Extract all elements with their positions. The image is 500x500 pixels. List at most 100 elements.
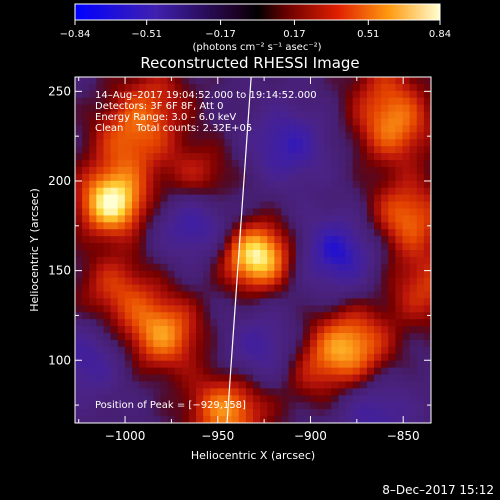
heatmap-cell [345,333,354,341]
heatmap-cell [188,77,197,85]
heatmap-cell [402,222,411,230]
heatmap-cell [196,77,204,85]
heatmap-cell [117,388,126,396]
heatmap-cell [117,367,126,376]
heatmap-cell [366,256,375,265]
heatmap-cell [338,333,347,341]
heatmap-cell [288,201,297,210]
heatmap-cell [117,187,126,196]
heatmap-cell [110,291,119,300]
heatmap-image [75,77,431,423]
heatmap-cell [423,77,431,85]
heatmap-cell [203,125,211,133]
heatmap-cell [153,153,162,161]
heatmap-cell [82,270,90,279]
heatmap-cell [281,125,290,133]
heatmap-cell [217,83,226,92]
heatmap-cell [309,388,318,396]
heatmap-cell [245,263,254,272]
heatmap-cell [146,90,154,99]
heatmap-cell [96,139,105,147]
heatmap-cell [153,395,162,403]
heatmap-cell [317,409,325,417]
heatmap-cell [352,90,361,99]
heatmap-cell [196,381,204,389]
heatmap-cell [253,305,261,313]
heatmap-cell [260,97,268,106]
heatmap-cell [331,97,340,106]
heatmap-cell [374,360,382,369]
heatmap-cell [146,381,154,389]
heatmap-cell [131,166,140,175]
heatmap-cell [288,243,297,251]
heatmap-cell [117,229,126,237]
heatmap-cell [423,277,431,286]
heatmap-cell [181,215,190,223]
heatmap-cell [295,416,304,423]
heatmap-cell [131,125,140,133]
heatmap-cell [160,118,169,127]
heatmap-cell [302,90,311,99]
heatmap-cell [181,291,190,300]
heatmap-cell [302,125,311,133]
heatmap-cell [381,125,389,133]
heatmap-cell [238,90,247,99]
heatmap-cell [352,215,361,223]
heatmap-cell [160,90,169,99]
heatmap-cell [117,346,126,355]
heatmap-cell [388,374,396,383]
heatmap-cell [302,388,311,396]
heatmap-cell [267,125,275,133]
heatmap-cell [188,360,197,369]
heatmap-cell [217,166,226,175]
heatmap-cell [224,381,233,389]
heatmap-cell [117,395,126,403]
heatmap-cell [153,243,162,251]
heatmap-cell [274,215,283,223]
heatmap-cell [181,326,190,334]
heatmap-cell [196,139,204,147]
heatmap-cell [188,83,197,92]
heatmap-cell [117,256,126,265]
heatmap-cell [245,166,254,175]
heatmap-cell [245,381,254,389]
heatmap-cell [366,395,375,403]
heatmap-cell [374,243,382,251]
heatmap-cell [124,229,133,237]
heatmap-cell [395,346,404,355]
heatmap-cell [295,256,304,265]
heatmap-cell [160,339,169,348]
heatmap-cell [96,256,105,265]
heatmap-cell [224,166,233,175]
heatmap-cell [146,83,154,92]
heatmap-cell [395,250,404,258]
heatmap-cell [288,77,297,85]
heatmap-cell [89,333,97,341]
heatmap-cell [146,409,154,417]
heatmap-cell [224,139,233,147]
heatmap-cell [288,132,297,140]
heatmap-cell [131,173,140,182]
heatmap-cell [131,201,140,210]
heatmap-cell [89,146,97,154]
heatmap-cell [366,111,375,120]
heatmap-cell [203,250,211,258]
heatmap-cell [331,139,340,147]
heatmap-cell [395,187,404,196]
heatmap-cell [366,374,375,383]
heatmap-cell [295,201,304,210]
heatmap-cell [331,215,340,223]
heatmap-cell [274,326,283,334]
heatmap-cell [302,83,311,92]
heatmap-cell [96,277,105,286]
heatmap-cell [388,180,396,189]
heatmap-cell [167,153,176,161]
heatmap-cell [103,402,112,410]
heatmap-cell [395,222,404,230]
heatmap-cell [188,256,197,265]
heatmap-cell [366,97,375,106]
heatmap-cell [210,146,218,154]
heatmap-cell [103,360,112,369]
heatmap-cell [96,215,105,223]
heatmap-cell [274,83,283,92]
